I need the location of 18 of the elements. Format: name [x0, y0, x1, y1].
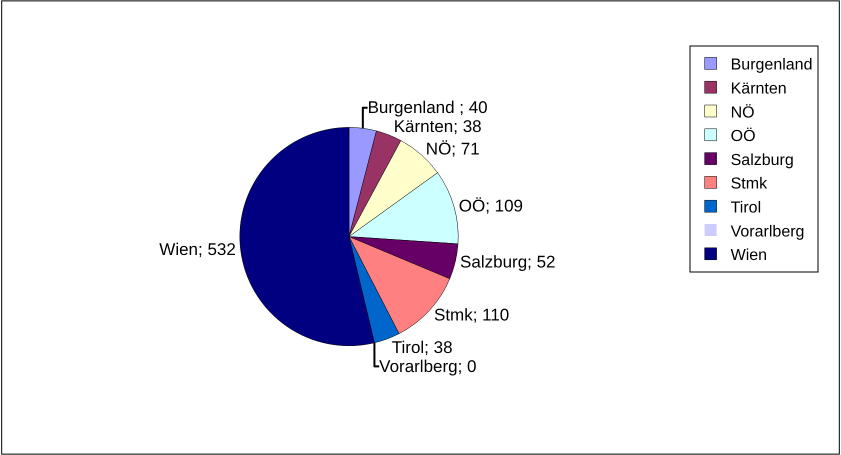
- legend-label: OÖ: [730, 127, 756, 146]
- data-label: OÖ; 109: [458, 196, 523, 216]
- legend-label: Tirol: [730, 199, 762, 216]
- legend-label: Wien: [730, 247, 768, 264]
- data-label: NÖ; 71: [426, 140, 480, 159]
- legend-label: Stmk: [730, 176, 768, 193]
- text: Vorarlberg; 0: [379, 356, 477, 376]
- data-label: Tirol; 38: [392, 338, 453, 357]
- data-label: Salzburg; 52: [460, 252, 556, 272]
- data-label: Wien; 532: [159, 240, 236, 260]
- legend-label: Kärnten: [730, 80, 787, 98]
- legend-label: Burgenland: [730, 56, 812, 74]
- legend-label: Salzburg: [730, 152, 794, 169]
- legend-label: NÖ: [730, 103, 755, 122]
- data-label: Kärnten; 38: [394, 117, 482, 136]
- data-label: Burgenland ; 40: [368, 98, 488, 118]
- legend-label: Vorarlberg: [730, 223, 804, 240]
- data-label: Stmk; 110: [434, 306, 510, 325]
